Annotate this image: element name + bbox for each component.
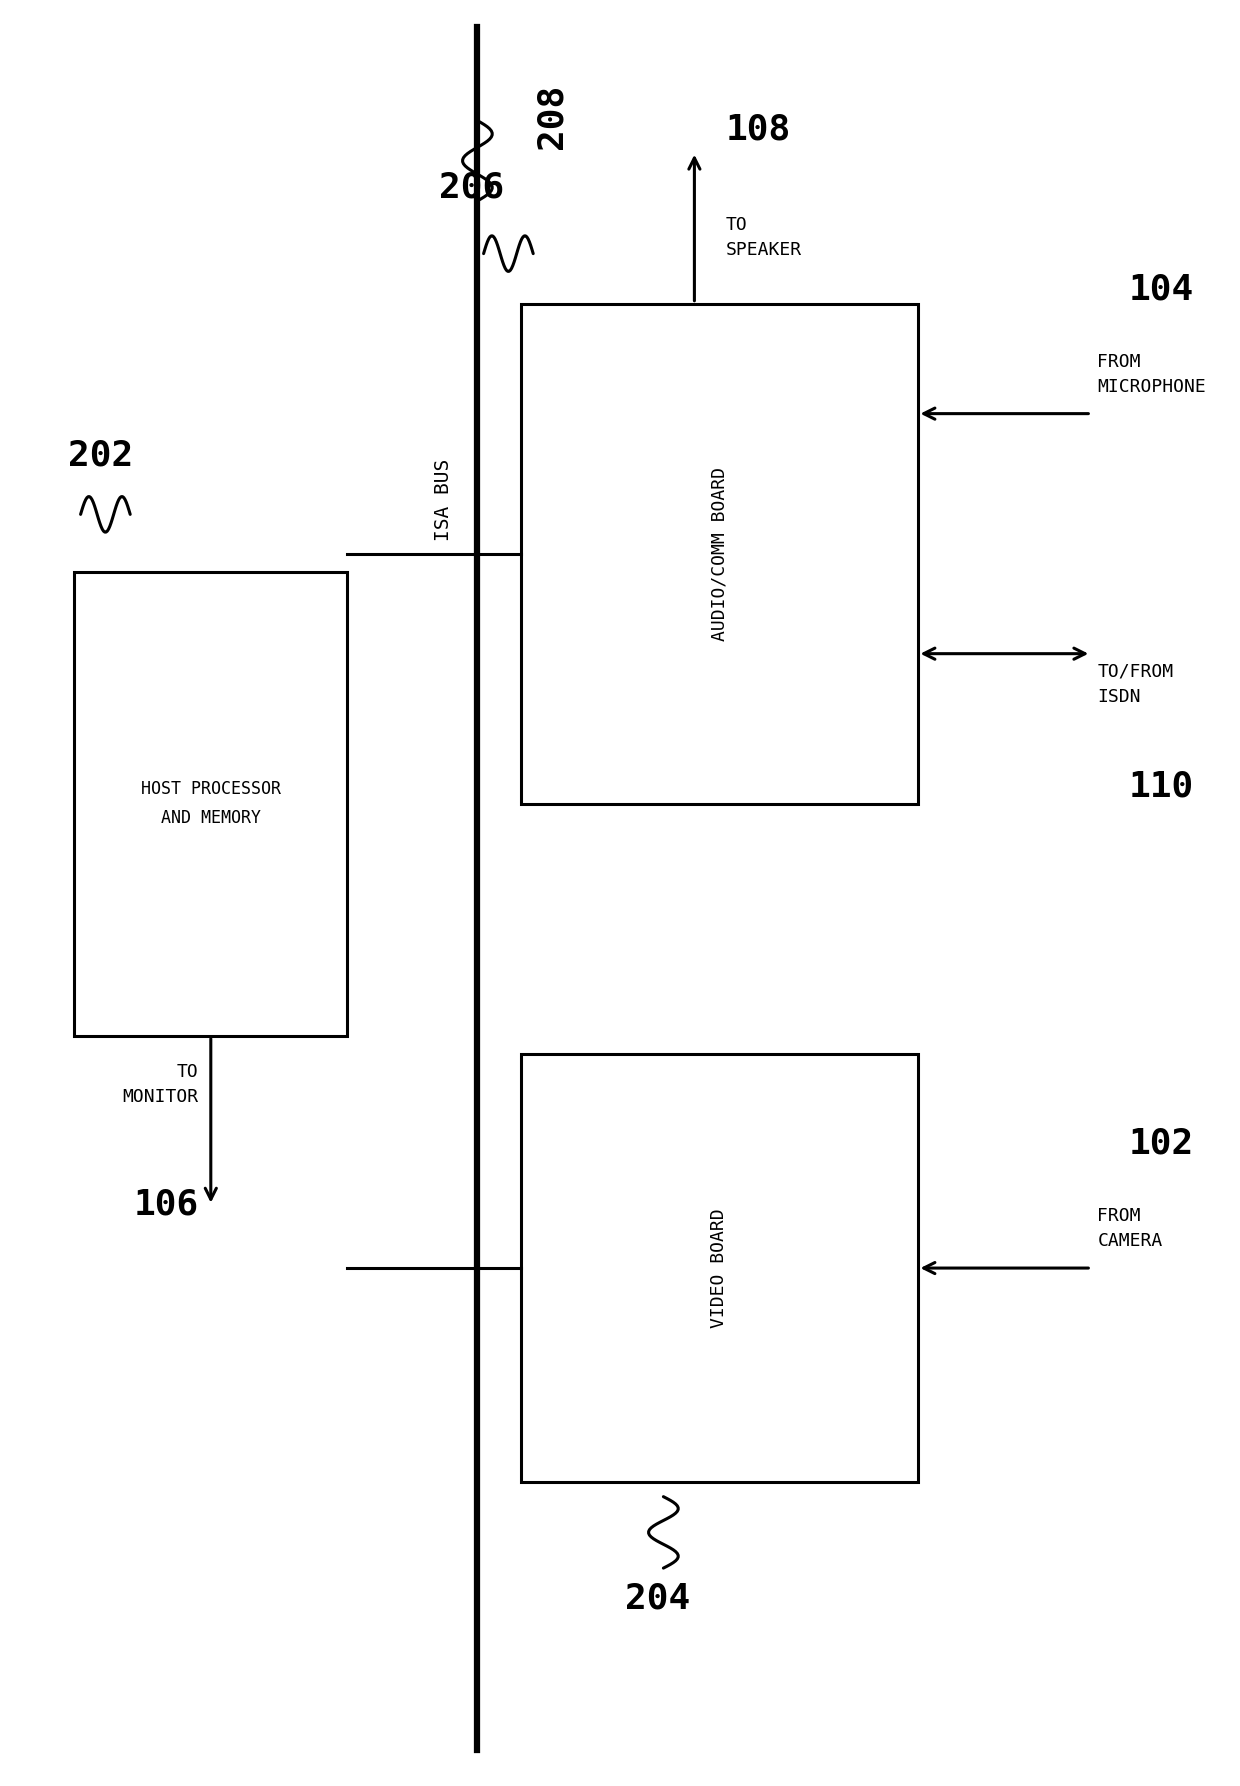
Text: TO
MONITOR: TO MONITOR <box>123 1063 198 1106</box>
Text: 110: 110 <box>1128 770 1194 804</box>
Text: 102: 102 <box>1128 1127 1194 1161</box>
Text: 104: 104 <box>1128 273 1194 307</box>
Text: FROM
MICROPHONE: FROM MICROPHONE <box>1097 354 1207 396</box>
Text: 208: 208 <box>534 84 569 148</box>
Bar <box>74 572 347 1036</box>
Text: ISA BUS: ISA BUS <box>434 459 453 541</box>
Text: TO/FROM
ISDN: TO/FROM ISDN <box>1097 663 1173 705</box>
Text: FROM
CAMERA: FROM CAMERA <box>1097 1207 1163 1250</box>
Text: HOST PROCESSOR
AND MEMORY: HOST PROCESSOR AND MEMORY <box>141 780 280 827</box>
Text: 206: 206 <box>439 170 503 205</box>
Text: 202: 202 <box>68 438 134 473</box>
Bar <box>521 304 918 804</box>
Text: 204: 204 <box>625 1581 689 1616</box>
Text: 106: 106 <box>133 1188 198 1222</box>
Text: AUDIO/COMM BOARD: AUDIO/COMM BOARD <box>711 466 728 641</box>
Text: TO
SPEAKER: TO SPEAKER <box>725 216 801 259</box>
Bar <box>521 1054 918 1482</box>
Text: 108: 108 <box>725 113 791 146</box>
Text: VIDEO BOARD: VIDEO BOARD <box>711 1209 728 1327</box>
